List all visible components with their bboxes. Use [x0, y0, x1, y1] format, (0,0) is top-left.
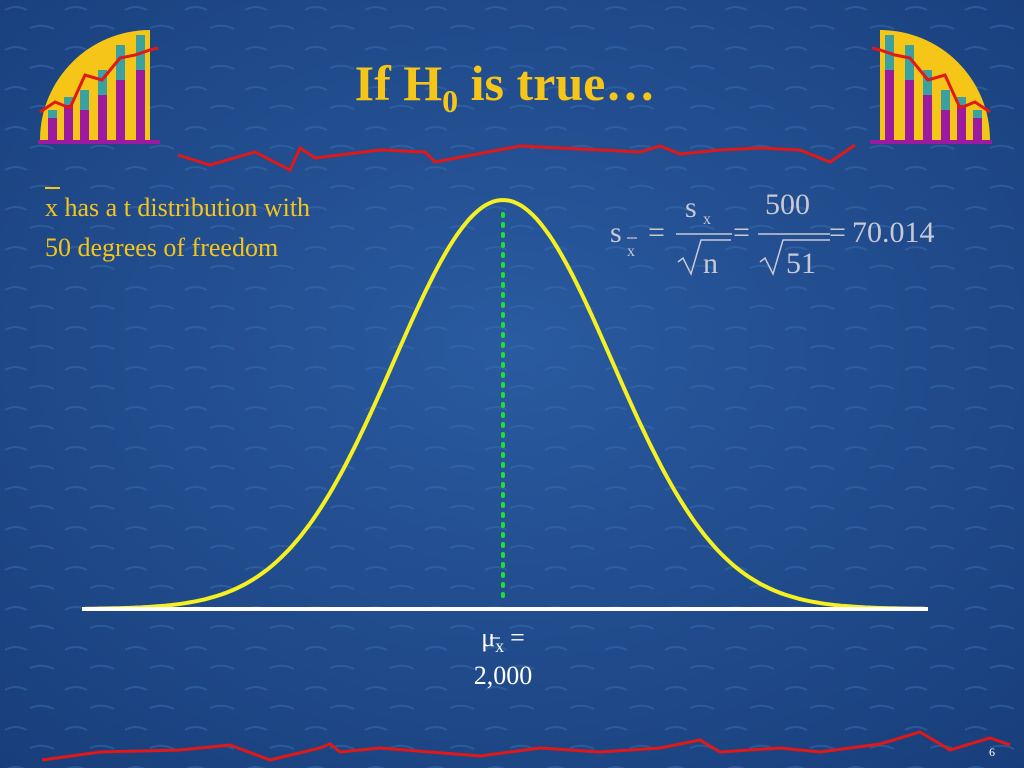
formula: s x = s x n = 500 51 = 70.014 [610, 188, 935, 280]
formula-lhs-sub: x [627, 243, 635, 260]
bottom-rule [41, 730, 1011, 762]
formula-den1: n [703, 247, 718, 280]
mu-sub: x [495, 636, 504, 656]
formula-den2: 51 [786, 247, 816, 280]
formula-num2: 500 [765, 188, 810, 221]
title-rest: is true… [458, 55, 655, 111]
center-value: 2,000 [474, 661, 533, 690]
mu: μ [481, 623, 495, 652]
title-subscript: 0 [442, 83, 458, 119]
formula-equals: = [829, 216, 846, 249]
page-number: 6 [989, 745, 995, 759]
formula-equals: = [648, 216, 665, 249]
note-line-2: 50 degrees of freedom [45, 233, 278, 262]
formula-num1-sub: x [703, 211, 711, 228]
title-text: If H [355, 55, 443, 111]
slide-title: If H0 is true… [355, 55, 656, 119]
note-text: has a t distribution with [58, 193, 310, 222]
note-var: x [45, 193, 58, 222]
center-label: μx = [481, 623, 525, 656]
note-line-1: x has a t distribution with [45, 193, 310, 222]
bell-curve [85, 198, 926, 611]
chart-icon-left [38, 30, 160, 144]
chart-icon-right [870, 30, 992, 144]
formula-num1: s [685, 191, 697, 224]
top-rule [177, 143, 856, 173]
formula-lhs: s [610, 216, 622, 249]
center-equals: = [510, 623, 525, 652]
formula-result: 70.014 [852, 216, 935, 249]
formula-equals: = [733, 216, 750, 249]
